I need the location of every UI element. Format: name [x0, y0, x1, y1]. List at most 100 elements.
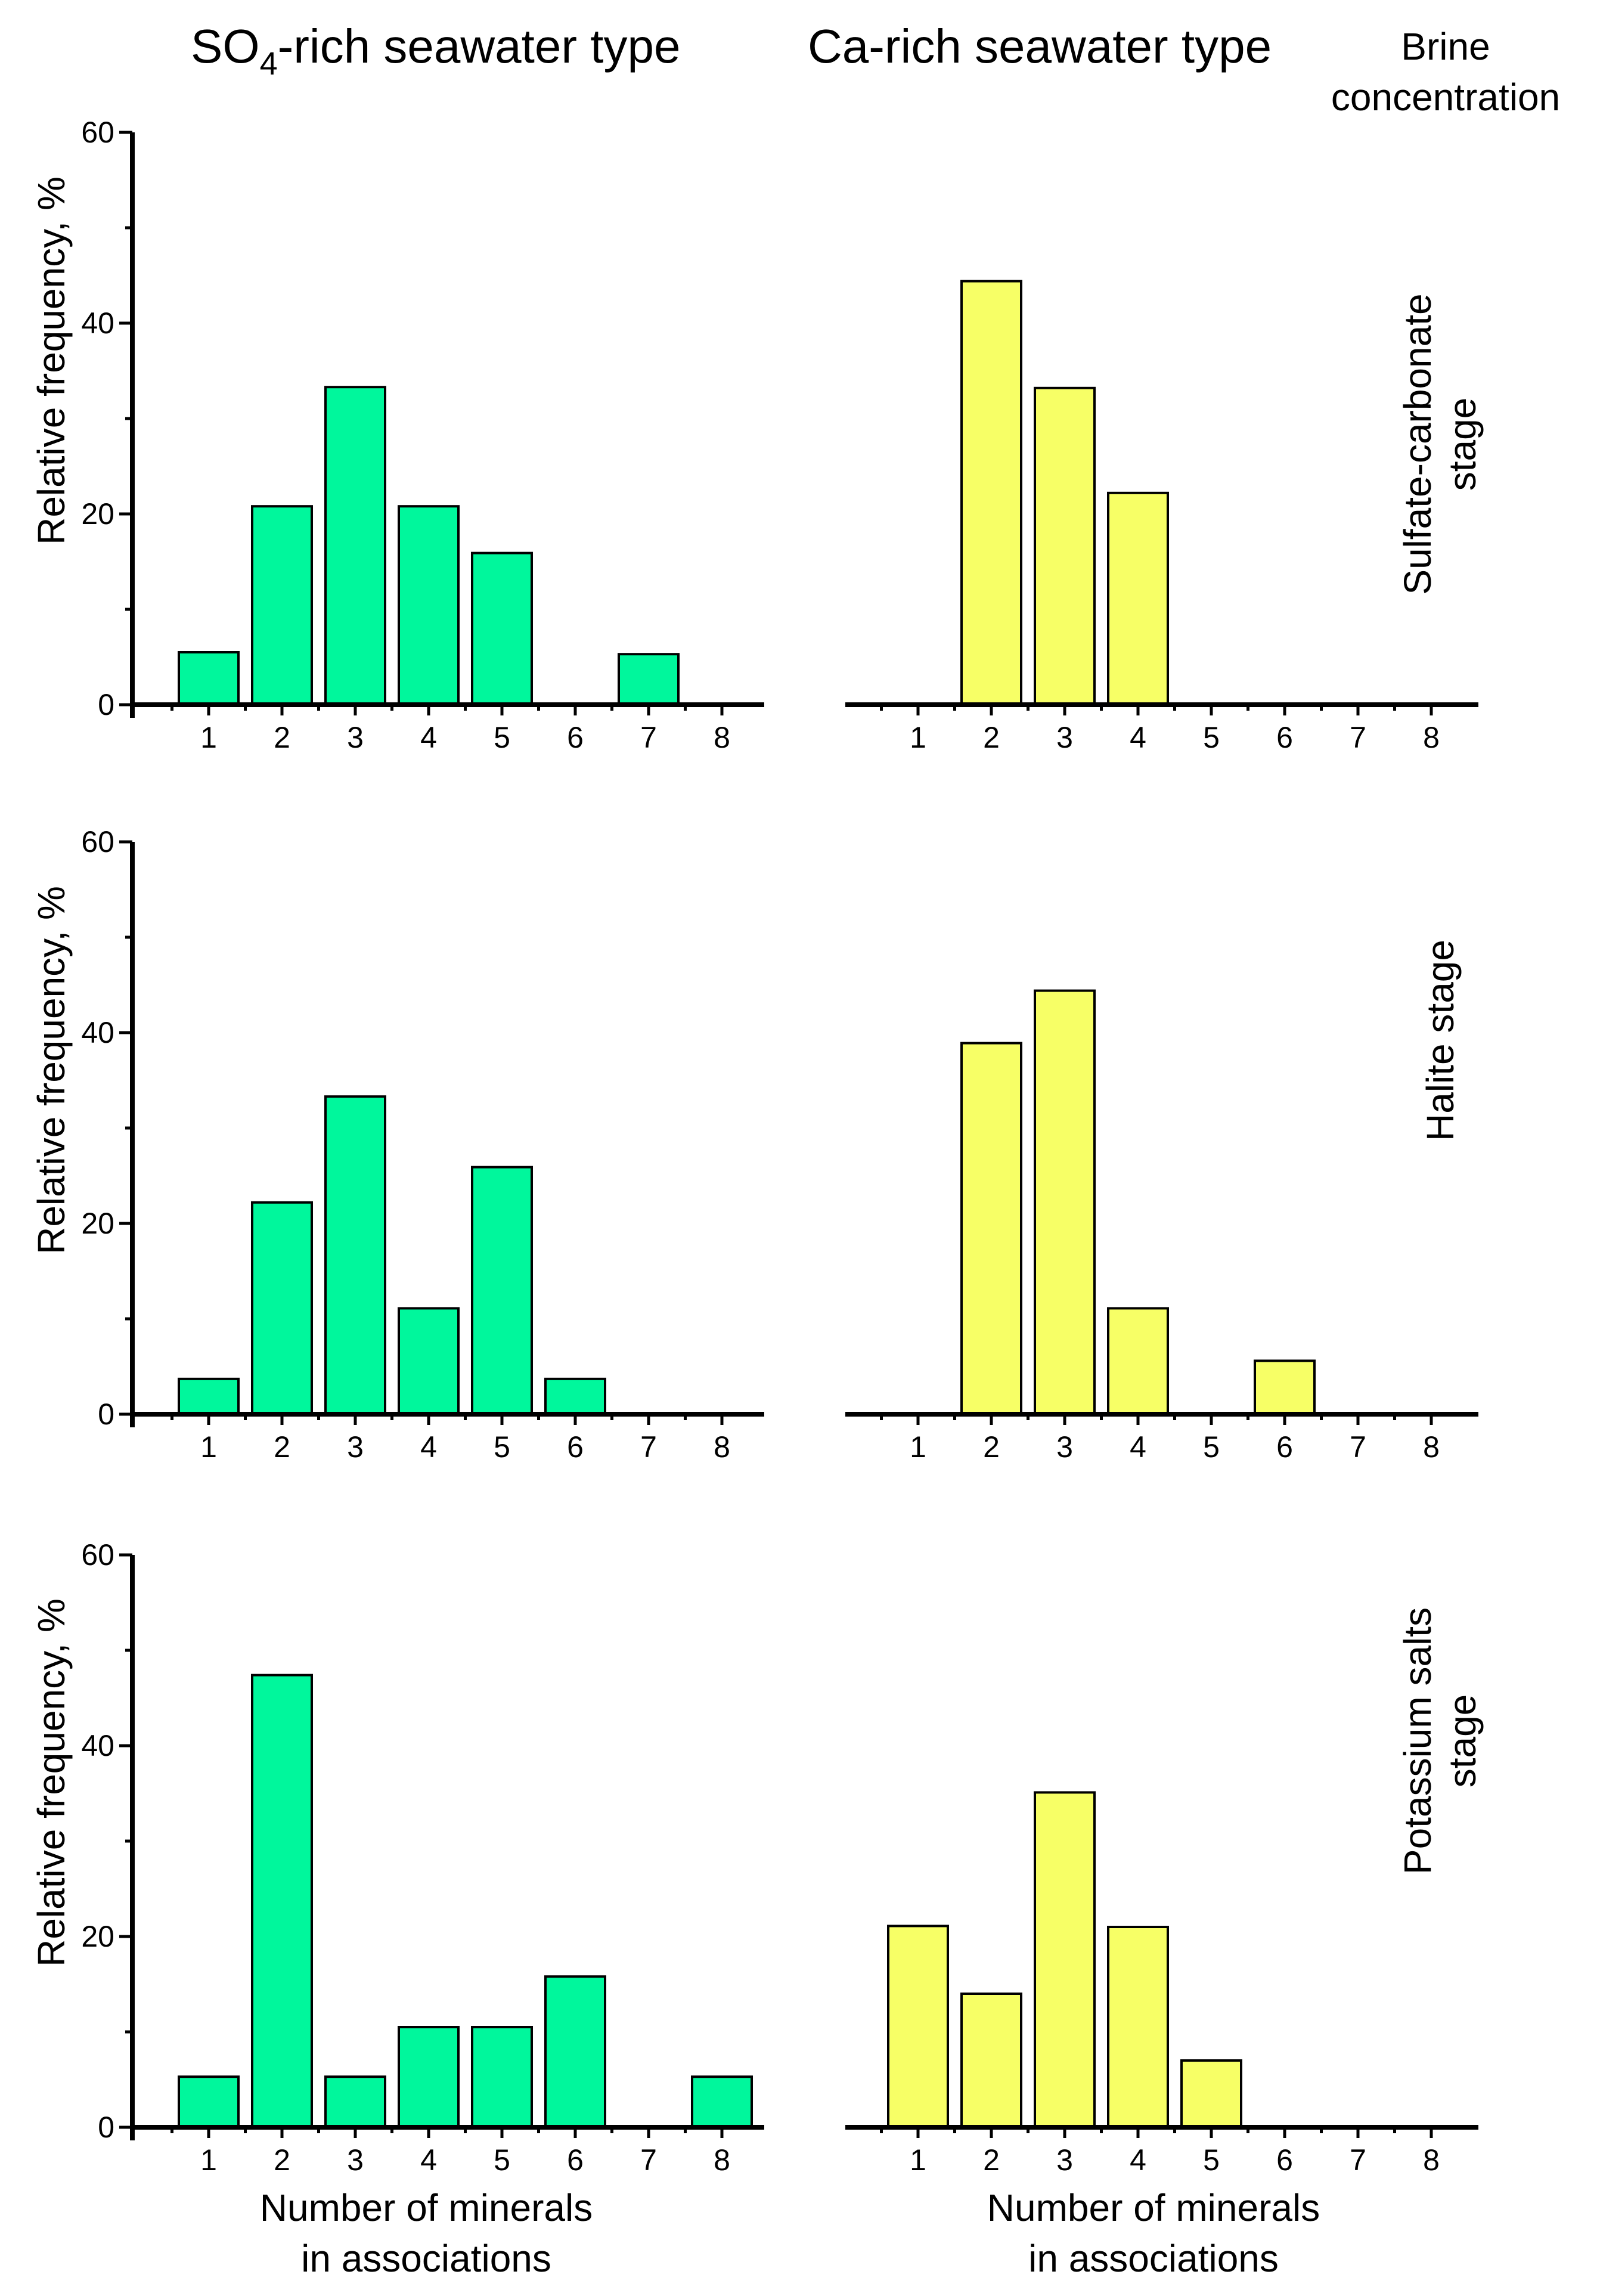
chart-panel-6: 1 2 3 4 5 6 7 8 [845, 1791, 1478, 2177]
bar-3 [1034, 386, 1096, 706]
x-tick-label: 3 [1056, 721, 1073, 754]
x-tick-label: 7 [1350, 2143, 1366, 2177]
bar-3 [324, 1095, 386, 1415]
right-column-title: Ca-rich seawater type [808, 20, 1272, 73]
stage-label-sulfate-carbonate: Sulfate-carbonate [1396, 293, 1439, 594]
x-tick-label: 1 [910, 721, 926, 754]
bar-3 [324, 386, 386, 706]
chart-panel-5: 1 2 3 4 5 6 7 8 0 20 40 60 [81, 1538, 764, 2177]
chart-panel-2: 1 2 3 4 5 6 7 8 [845, 280, 1478, 754]
bar-8 [691, 2075, 753, 2128]
x-tick-label: 8 [1423, 721, 1440, 754]
stage-label-halite: Halite stage [1419, 940, 1462, 1141]
x-tick-label: 4 [420, 2143, 437, 2177]
x-tick-label: 8 [1423, 2143, 1440, 2177]
bar-4 [398, 2026, 460, 2128]
x-tick-label: 1 [200, 721, 217, 754]
x-tick-label: 7 [640, 1430, 657, 1464]
left-column-title: SO4-rich seawater type [191, 20, 680, 82]
x-tick-label: 4 [1130, 1430, 1146, 1464]
y-tick-label: 20 [81, 497, 114, 531]
xlabel-left-line2: in associations [301, 2237, 551, 2280]
x-tick-label: 5 [1203, 1430, 1220, 1464]
bar-5 [1180, 2059, 1242, 2128]
bar-3 [324, 2075, 386, 2128]
brine-concentration-title-line2: concentration [1331, 76, 1560, 119]
y-tick-label: 40 [81, 1729, 114, 1762]
xlabel-right-line2: in associations [1028, 2237, 1279, 2280]
brine-concentration-title: Brine [1401, 25, 1490, 68]
x-tick-label: 5 [494, 1430, 510, 1464]
bar-2 [960, 1042, 1022, 1415]
y-tick-label: 0 [98, 688, 114, 721]
bar-5 [471, 551, 533, 706]
x-tick-label: 8 [714, 2143, 730, 2177]
bar-1 [178, 2075, 240, 2128]
bar-4 [1107, 491, 1169, 706]
bar-4 [398, 505, 460, 706]
chart-panel-3: 1 2 3 4 5 6 7 8 0 20 40 60 [81, 825, 764, 1464]
x-tick-label: 5 [494, 2143, 510, 2177]
x-tick-label: 1 [200, 1430, 217, 1464]
x-tick-label: 3 [347, 1430, 364, 1464]
bar-3 [1034, 989, 1096, 1415]
bar-2 [960, 1993, 1022, 2128]
y-tick-label: 20 [81, 1207, 114, 1240]
x-tick-label: 8 [714, 1430, 730, 1464]
x-tick-label: 4 [420, 721, 437, 754]
bar-3 [1034, 1791, 1096, 2128]
ylabel-top: Relative frequency, % [30, 176, 73, 545]
y-tick-label: 40 [81, 1016, 114, 1049]
x-tick-label: 2 [983, 2143, 1000, 2177]
chart-panel-1: 1 2 3 4 5 6 7 8 0 20 40 60 [81, 116, 764, 754]
y-tick-label: 60 [81, 1538, 114, 1572]
x-tick-label: 2 [274, 2143, 290, 2177]
bar-2 [251, 1674, 313, 2129]
x-tick-label: 6 [567, 2143, 584, 2177]
x-tick-label: 1 [910, 2143, 926, 2177]
x-tick-label: 2 [274, 721, 290, 754]
bar-4 [1107, 1307, 1169, 1415]
x-tick-label: 6 [1276, 2143, 1293, 2177]
y-tick-label: 60 [81, 825, 114, 859]
stage-label-sulfate-carbonate-line2: stage [1441, 398, 1484, 491]
ylabel-bottom: Relative frequency, % [30, 1598, 73, 1967]
x-tick-label: 5 [1203, 2143, 1220, 2177]
x-tick-label: 7 [640, 2143, 657, 2177]
xlabel-right-line1: Number of minerals [987, 2186, 1320, 2229]
bar-6 [544, 1975, 606, 2128]
y-tick-label: 60 [81, 116, 114, 149]
bar-6 [1254, 1359, 1316, 1415]
bar-7 [618, 653, 680, 706]
bar-5 [471, 2026, 533, 2128]
bar-1 [887, 1925, 949, 2128]
x-tick-label: 7 [1350, 721, 1366, 754]
chart-panel-4: 1 2 3 4 5 6 7 8 [845, 989, 1478, 1464]
bar-4 [1107, 1926, 1169, 2128]
x-tick-label: 7 [640, 721, 657, 754]
x-tick-label: 3 [1056, 1430, 1073, 1464]
x-tick-label: 1 [910, 1430, 926, 1464]
x-tick-label: 6 [567, 721, 584, 754]
bar-6 [544, 1377, 606, 1416]
bar-5 [471, 1166, 533, 1415]
bar-2 [251, 1201, 313, 1416]
stage-label-potassium-salts-line2: stage [1441, 1694, 1484, 1788]
x-tick-label: 6 [567, 1430, 584, 1464]
x-tick-label: 3 [1056, 2143, 1073, 2177]
x-tick-label: 2 [983, 721, 1000, 754]
x-tick-label: 6 [1276, 1430, 1293, 1464]
y-tick-label: 40 [81, 306, 114, 340]
bar-2 [960, 280, 1022, 707]
bar-2 [251, 505, 313, 706]
x-tick-label: 6 [1276, 721, 1293, 754]
x-tick-label: 5 [1203, 721, 1220, 754]
ylabel-middle: Relative frequency, % [30, 886, 73, 1254]
bar-4 [398, 1307, 460, 1415]
x-tick-label: 4 [1130, 2143, 1146, 2177]
bar-1 [178, 1377, 240, 1416]
y-tick-label: 0 [98, 2111, 114, 2144]
x-tick-label: 8 [714, 721, 730, 754]
x-tick-label: 7 [1350, 1430, 1366, 1464]
